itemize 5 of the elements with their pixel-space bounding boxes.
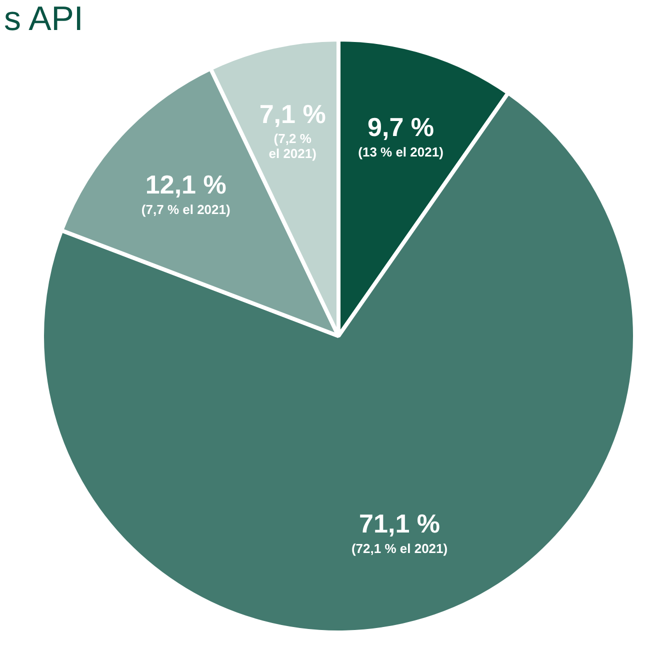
data-label: 7,1 % (7,2 % el 2021) [259, 98, 326, 162]
data-label: 9,7 % (13 % el 2021) [358, 112, 444, 160]
data-label: 71,1 % (72,1 % el 2021) [351, 508, 448, 556]
chart-title: s API [4, 0, 84, 39]
data-label: 12,1 % (7,7 % el 2021) [141, 170, 230, 217]
